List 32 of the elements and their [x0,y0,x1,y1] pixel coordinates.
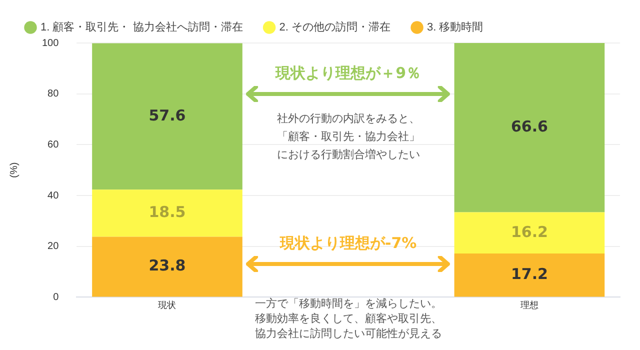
legend-label: 1. 顧客・取引先・ 協力会社へ訪問・滞在 [40,20,243,34]
annotation: 現状より理想が＋9％ [276,64,422,84]
y-tick-label: 40 [48,190,60,202]
annotation: 「顧客・取引先・協力会社」 [276,129,420,146]
data-label: 66.6 [510,118,548,136]
bar [92,190,242,237]
text: 移動効率を良くして、顧客や取引先、 [254,311,442,328]
data-label: 57.6 [148,106,186,124]
bar [92,43,242,190]
y-axis-title: (%) [8,162,20,178]
text: 一方で「移動時間を」を減らしたい。 [254,296,442,312]
data-label: 16.2 [510,222,548,241]
legend-label: 3. 移動時間 [427,20,484,34]
x-tick-label: 現状 [158,300,176,310]
annotation: における行動割合増やしたい [276,147,420,164]
data-label: 18.5 [148,203,186,222]
y-tick-label: 100 [42,38,60,49]
y-tick-label: 80 [48,88,60,100]
annotation: 社外の行動の内訳をみると、 [276,111,420,128]
bar [454,253,605,297]
data-label: 17.2 [510,264,548,283]
text: 協力会社に訪問したい可能性が見える [254,326,442,342]
y-tick-label: 60 [48,139,60,150]
data-label: 23.8 [148,256,186,275]
bar [454,43,605,212]
legend-label: 2. その他の訪問・滞在 [279,20,391,34]
x-tick-label: 理想 [520,300,538,310]
bar [92,236,242,297]
y-tick-label: 20 [48,241,60,252]
bar [454,212,605,254]
y-tick-label: 0 [53,292,60,303]
annotation: 現状より理想が-7% [280,234,417,253]
